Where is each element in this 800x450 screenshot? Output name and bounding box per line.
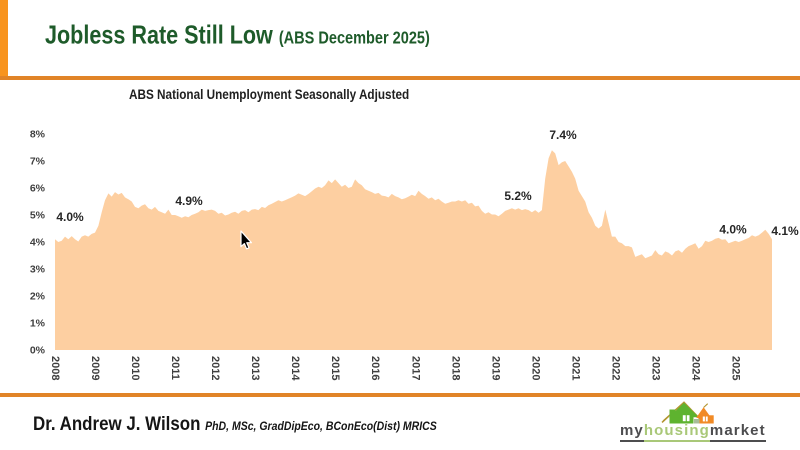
svg-text:7%: 7% <box>30 156 46 168</box>
svg-text:2008: 2008 <box>49 356 61 380</box>
svg-text:2018: 2018 <box>449 356 461 380</box>
svg-text:4.0%: 4.0% <box>719 223 747 237</box>
svg-text:2010: 2010 <box>129 356 141 380</box>
svg-text:2016: 2016 <box>369 356 381 380</box>
svg-text:4.0%: 4.0% <box>56 210 84 224</box>
svg-text:2024: 2024 <box>689 356 701 381</box>
svg-text:1%: 1% <box>30 318 46 330</box>
svg-text:2020: 2020 <box>529 356 541 380</box>
svg-text:2023: 2023 <box>649 356 661 380</box>
svg-text:5.2%: 5.2% <box>504 189 532 203</box>
svg-text:6%: 6% <box>30 183 46 195</box>
svg-text:0%: 0% <box>30 345 46 357</box>
svg-text:2014: 2014 <box>289 356 301 381</box>
svg-text:2019: 2019 <box>489 356 501 380</box>
svg-text:8%: 8% <box>30 129 46 141</box>
svg-text:4%: 4% <box>30 237 46 249</box>
svg-text:2021: 2021 <box>569 356 581 380</box>
svg-text:2012: 2012 <box>209 356 221 380</box>
svg-text:2013: 2013 <box>249 356 261 380</box>
svg-text:3%: 3% <box>30 264 46 276</box>
svg-text:2015: 2015 <box>329 356 341 380</box>
svg-text:2025: 2025 <box>729 356 741 380</box>
svg-text:2009: 2009 <box>89 356 101 380</box>
svg-text:2%: 2% <box>30 291 46 303</box>
svg-text:4.9%: 4.9% <box>175 194 203 208</box>
svg-text:2011: 2011 <box>169 356 181 380</box>
svg-text:2022: 2022 <box>609 356 621 380</box>
svg-text:7.4%: 7.4% <box>549 128 577 142</box>
svg-text:5%: 5% <box>30 210 46 222</box>
svg-text:2017: 2017 <box>409 356 421 380</box>
svg-text:4.1%: 4.1% <box>771 224 799 238</box>
